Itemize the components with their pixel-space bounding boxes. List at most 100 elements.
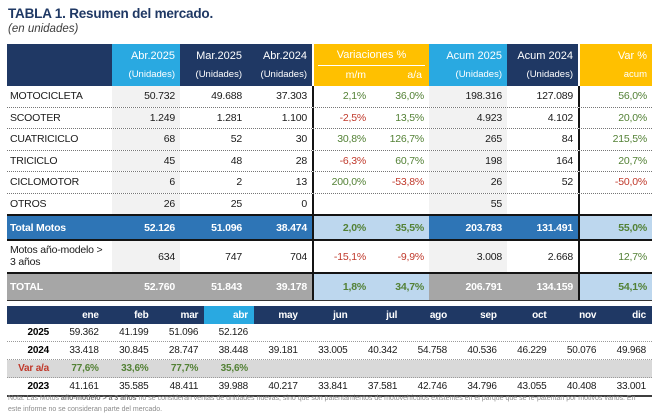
month-header-abr: abr — [204, 306, 254, 324]
row-label: MOTOCICLETA — [10, 90, 83, 103]
page-subtitle: (en unidades) — [8, 23, 79, 35]
monthly-value-cell: 39.988 — [218, 381, 249, 392]
monthly-value-cell — [403, 324, 453, 341]
monthly-value-cell: 39.181 — [268, 345, 298, 356]
monthly-value-cell — [403, 360, 453, 377]
monthly-value-cell — [602, 324, 652, 341]
value-cell: 38.474 — [247, 216, 312, 239]
value-cell: 2 — [236, 176, 242, 189]
value-cell: 127.089 — [536, 90, 573, 103]
monthly-value-cell: 43.055 — [517, 381, 547, 392]
header-var-acum: Var % acum — [578, 44, 652, 86]
header-variaciones-group: Variaciones % m/m a/a — [312, 44, 429, 86]
monthly-row-label: 2023 — [27, 381, 50, 392]
monthly-value-cell — [354, 324, 404, 341]
column-header-sub: (Unidades) — [260, 69, 307, 80]
main-table-body: MOTOCICLETA 50.732 49.688 37.303 2,1% 36,0% 19… — [7, 86, 652, 301]
value-cell: 12,7% — [578, 241, 652, 272]
footnote-bold: año-modelo > a 3 años — [60, 395, 137, 402]
monthly-value-cell — [254, 360, 304, 377]
monthly-value-cell: 48.411 — [169, 381, 199, 392]
value-cell: 52 — [561, 176, 573, 189]
monthly-header-row: ene feb mar abr may jun jul ago sep oct nov dic — [7, 306, 652, 324]
row-label: Motos año-modelo > 3 años — [10, 243, 103, 268]
row-label: CUATRICICLO — [10, 133, 79, 146]
table-row: TRICICLO 45 48 28 -6,3% 60,7% 198 164 20,7% — [7, 150, 652, 172]
row-label: OTROS — [10, 197, 47, 210]
value-cell: 2,0% — [312, 216, 371, 239]
monthly-value-cell: 35,6% — [220, 363, 249, 374]
value-cell — [312, 193, 371, 214]
header-empty-cell — [7, 44, 112, 86]
monthly-value-cell: 51.096 — [168, 327, 199, 338]
value-cell: 704 — [290, 250, 307, 263]
table-row: CICLOMOTOR 6 2 13 200,0% -53,8% 26 52 -50,0% — [7, 172, 652, 194]
value-cell: 36,0% — [395, 90, 424, 103]
value-cell: 55,0% — [578, 216, 652, 239]
value-cell: 4.102 — [547, 111, 573, 124]
value-cell: 52 — [230, 133, 242, 146]
value-cell: 198 — [429, 150, 507, 171]
value-cell: 20,7% — [578, 150, 652, 171]
value-cell: 13,5% — [395, 111, 424, 124]
value-cell: 0 — [301, 197, 307, 210]
month-header-feb: feb — [134, 309, 149, 321]
column-header-sub: (Unidades) — [128, 69, 175, 80]
value-cell: 26 — [429, 172, 507, 193]
value-cell: 1.249 — [112, 107, 180, 128]
value-cell: 265 — [429, 129, 507, 150]
column-header-label: Abr.2025 — [130, 50, 175, 62]
value-cell: 1.100 — [281, 111, 307, 124]
row-label: SCOOTER — [10, 111, 61, 124]
value-cell: 198.316 — [429, 86, 507, 107]
month-header-mar: mar — [180, 309, 199, 321]
value-cell: 51.843 — [180, 274, 247, 300]
monthly-value-cell: 77,6% — [71, 363, 99, 374]
month-header-nov: nov — [579, 309, 597, 321]
month-header-dic: dic — [632, 309, 646, 321]
monthly-value-cell: 28.747 — [168, 345, 199, 356]
table-row: Total Motos 52.126 51.096 38.474 2,0% 35,5% 20… — [7, 216, 652, 241]
month-header-ago: ago — [429, 309, 447, 321]
column-header-label: Acum 2025 — [446, 50, 502, 62]
month-header-ene: ene — [82, 309, 99, 321]
monthly-row: 2023 41.161 35.585 48.411 39.988 40.217 33.841… — [7, 378, 652, 397]
monthly-value-cell: 34.796 — [467, 381, 497, 392]
monthly-value-cell: 40.342 — [367, 345, 398, 356]
row-label: TOTAL — [7, 274, 112, 300]
table-row: SCOOTER 1.249 1.281 1.100 -2,5% 13,5% 4.923 4.1… — [7, 107, 652, 129]
value-cell: 1.281 — [216, 111, 242, 124]
row-label: CICLOMOTOR — [10, 176, 79, 189]
month-header-sep: sep — [480, 309, 497, 321]
value-cell: 28 — [295, 154, 307, 167]
monthly-value-cell: 52.126 — [218, 327, 249, 338]
monthly-row: Var a/a 77,6% 33,6% 77,7% 35,6% — [7, 360, 652, 378]
monthly-value-cell: 49.968 — [616, 345, 647, 356]
value-cell: 60,7% — [395, 154, 424, 167]
value-cell: 1,8% — [312, 274, 371, 300]
monthly-value-cell — [503, 324, 553, 341]
value-cell: 49.688 — [211, 90, 242, 103]
monthly-value-cell: 59.362 — [69, 327, 99, 338]
value-cell: -9,9% — [397, 250, 425, 263]
value-cell: 164 — [556, 154, 573, 167]
monthly-value-cell: 41.199 — [119, 327, 149, 338]
monthly-value-cell — [453, 324, 503, 341]
monthly-value-cell: 33,6% — [121, 363, 149, 374]
row-label: TRICICLO — [10, 154, 58, 167]
column-header-sub: (Unidades) — [526, 69, 573, 80]
value-cell: 2,1% — [312, 86, 371, 107]
monthly-value-cell — [602, 360, 652, 377]
value-cell: 26 — [112, 193, 180, 214]
monthly-value-cell: 42.746 — [417, 381, 448, 392]
row-label: Total Motos — [7, 216, 112, 239]
column-header-label: Acum 2024 — [517, 50, 573, 62]
value-cell: 55 — [429, 193, 507, 214]
header-abr-2025: Abr.2025 (Unidades) — [112, 44, 180, 86]
month-header-may: may — [278, 309, 298, 321]
value-cell: 50.732 — [112, 86, 180, 107]
column-header-sub: (Unidades) — [195, 69, 242, 80]
value-cell: 52.760 — [112, 274, 180, 300]
monthly-value-cell: 33.005 — [318, 345, 348, 356]
value-cell: 37.303 — [276, 90, 307, 103]
